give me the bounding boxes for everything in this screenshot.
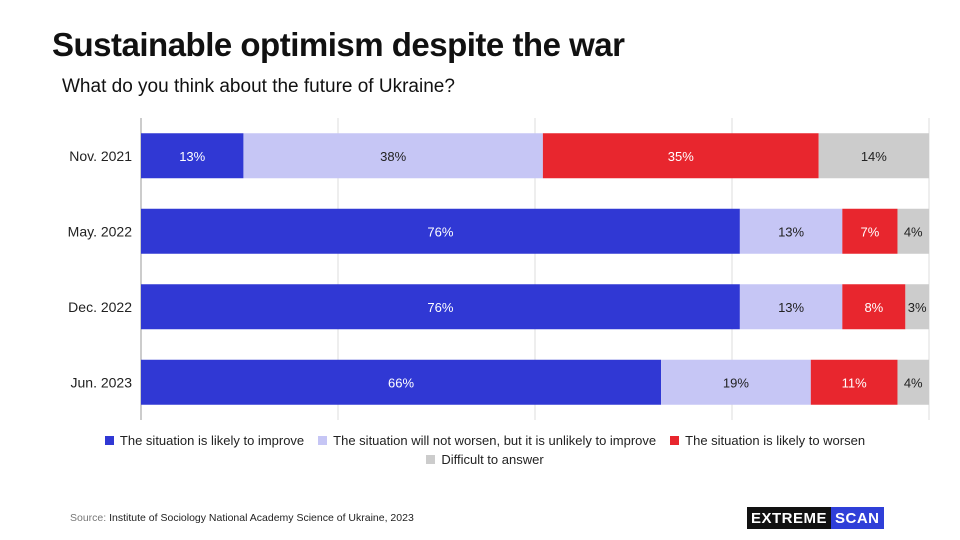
bar-segment <box>661 359 811 405</box>
data-label: 13% <box>778 300 804 315</box>
data-label: 11% <box>842 375 867 390</box>
category-label: Dec. 2022 <box>68 299 132 315</box>
chart-legend: The situation is likely to improve The si… <box>60 433 910 467</box>
data-label: 35% <box>668 149 694 164</box>
category-label: Nov. 2021 <box>69 148 132 164</box>
data-label: 14% <box>861 149 887 164</box>
legend-item: The situation is likely to worsen <box>670 433 865 448</box>
legend-item: The situation is likely to improve <box>104 433 305 448</box>
category-label: Jun. 2023 <box>71 374 133 390</box>
data-label: 3% <box>908 300 927 315</box>
bar-segment <box>243 133 543 179</box>
brand-logo: EXTREME SCAN <box>747 507 884 529</box>
legend-swatch <box>426 455 436 464</box>
category-label: May. 2022 <box>68 223 133 239</box>
source-text: Institute of Sociology National Academy … <box>109 512 414 524</box>
legend-item: Difficult to answer <box>426 452 544 467</box>
chart-subtitle: What do you think about the future of Uk… <box>62 76 455 97</box>
bar-segment <box>542 133 819 179</box>
legend-label: The situation is likely to worsen <box>685 433 866 448</box>
legend-label: The situation will not worsen, but it is… <box>333 433 657 448</box>
logo-part-2: SCAN <box>831 507 884 529</box>
bar-segment <box>897 208 929 254</box>
bar-segment <box>842 284 906 330</box>
data-label: 4% <box>904 224 923 239</box>
source-note: Source: Institute of Sociology National … <box>70 512 414 524</box>
data-label: 13% <box>778 224 804 239</box>
data-label: 8% <box>864 300 883 315</box>
source-label: Source: <box>70 512 107 524</box>
data-label: 66% <box>388 375 414 390</box>
legend-label: Difficult to answer <box>441 452 544 467</box>
legend-item: The situation will not worsen, but it is… <box>318 433 656 448</box>
legend-swatch <box>104 436 114 445</box>
logo-part-1: EXTREME <box>747 507 832 529</box>
chart-title: Sustainable optimism despite the war <box>52 26 625 63</box>
bar-segment <box>141 133 244 179</box>
bar-segment <box>905 284 929 330</box>
legend-label: The situation is likely to improve <box>119 433 305 448</box>
bar-segment <box>818 133 929 179</box>
bar-segment <box>739 208 843 254</box>
bar-segment <box>842 208 898 254</box>
bar-segment <box>810 359 898 405</box>
data-label: 4% <box>904 375 923 390</box>
data-label: 76% <box>427 300 453 315</box>
bar-segment <box>141 359 662 405</box>
bar-segment <box>739 284 843 330</box>
legend-swatch <box>670 436 680 445</box>
data-label: 76% <box>427 224 453 239</box>
legend-swatch <box>318 436 328 445</box>
bar-segment <box>897 359 929 405</box>
data-label: 7% <box>861 224 880 239</box>
data-label: 13% <box>179 149 205 164</box>
data-label: 38% <box>380 149 406 164</box>
bar-segment <box>141 208 740 254</box>
bar-segment <box>141 284 740 330</box>
data-label: 19% <box>723 375 749 390</box>
